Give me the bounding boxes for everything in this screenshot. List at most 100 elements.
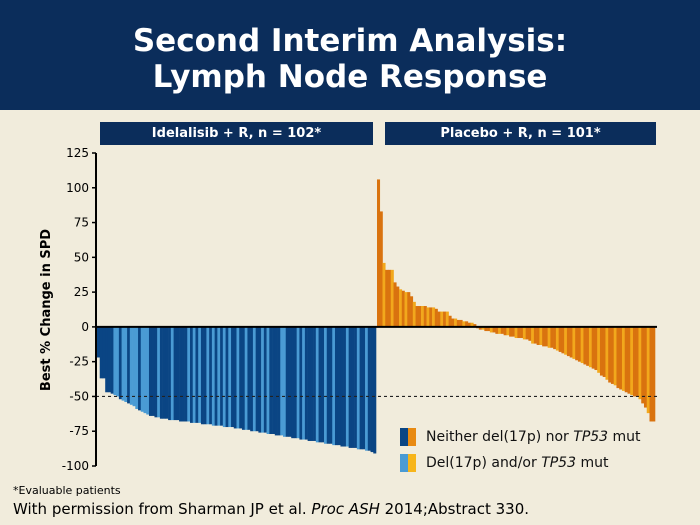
bar bbox=[382, 262, 386, 327]
bar bbox=[332, 326, 336, 446]
y-tick-label: 125 bbox=[66, 146, 89, 160]
bar bbox=[547, 326, 551, 348]
y-tick-label: 25 bbox=[74, 285, 89, 299]
bar bbox=[610, 326, 615, 384]
bar bbox=[484, 326, 488, 332]
bar bbox=[121, 326, 125, 401]
bar bbox=[288, 326, 292, 437]
bar bbox=[489, 326, 493, 333]
bar bbox=[649, 326, 653, 422]
bar bbox=[190, 326, 194, 423]
y-tick-label: 75 bbox=[74, 216, 89, 230]
bar bbox=[367, 326, 371, 451]
bar bbox=[569, 326, 573, 358]
bar bbox=[536, 326, 540, 345]
bar bbox=[304, 326, 308, 440]
bar bbox=[225, 326, 229, 428]
bar bbox=[580, 326, 584, 364]
bar bbox=[318, 326, 322, 443]
bar bbox=[261, 326, 265, 433]
bar bbox=[217, 326, 221, 426]
bar bbox=[561, 326, 565, 354]
bar bbox=[148, 326, 153, 416]
bar bbox=[399, 289, 403, 327]
bar bbox=[105, 326, 109, 393]
y-axis-label: Best % Change in SPD bbox=[39, 229, 54, 391]
bar bbox=[195, 326, 199, 423]
bar bbox=[107, 326, 111, 393]
bar bbox=[643, 326, 648, 408]
bar bbox=[456, 319, 460, 327]
bar bbox=[407, 292, 411, 327]
bar bbox=[154, 326, 158, 418]
bar bbox=[410, 296, 414, 327]
bar bbox=[492, 326, 496, 333]
bar bbox=[388, 269, 392, 327]
bar bbox=[129, 326, 133, 405]
citation-text: 2014;Abstract 330. bbox=[379, 500, 530, 518]
bar bbox=[356, 326, 360, 450]
bar bbox=[566, 326, 570, 357]
bar bbox=[572, 326, 576, 359]
bar bbox=[522, 326, 526, 340]
bar bbox=[302, 326, 306, 440]
bar bbox=[500, 326, 504, 334]
bar bbox=[313, 326, 317, 441]
bar bbox=[575, 326, 579, 361]
bar bbox=[110, 326, 114, 394]
bar bbox=[539, 326, 543, 345]
bar bbox=[448, 315, 452, 327]
y-tick-label: -25 bbox=[69, 355, 89, 369]
bar bbox=[252, 326, 256, 432]
bar bbox=[426, 307, 430, 327]
bar bbox=[165, 326, 169, 419]
bar bbox=[528, 326, 532, 341]
bar bbox=[143, 326, 147, 414]
legend-swatch-orange-dark bbox=[408, 428, 416, 446]
bar bbox=[531, 326, 535, 344]
footnote: *Evaluable patients bbox=[13, 484, 121, 497]
bar bbox=[250, 326, 254, 432]
bar bbox=[179, 326, 183, 422]
bar bbox=[599, 326, 604, 376]
bar bbox=[170, 326, 174, 421]
bar bbox=[555, 326, 559, 351]
title-line-2: Lymph Node Response bbox=[152, 59, 548, 95]
bar bbox=[608, 326, 612, 383]
bar bbox=[157, 326, 161, 418]
bar bbox=[646, 326, 650, 414]
bar bbox=[542, 326, 546, 347]
bar bbox=[627, 326, 631, 394]
bar bbox=[550, 326, 554, 348]
bar bbox=[583, 326, 587, 365]
bar bbox=[370, 326, 374, 453]
bar bbox=[359, 326, 363, 450]
bar bbox=[591, 326, 595, 369]
legend-item-neither: Neither del(17p) nor TP53 mut bbox=[400, 428, 641, 446]
bar bbox=[255, 326, 259, 432]
bar bbox=[641, 326, 645, 404]
bar bbox=[495, 326, 499, 334]
y-tick-label: -50 bbox=[69, 389, 89, 403]
bar bbox=[588, 326, 592, 368]
bar bbox=[274, 326, 278, 436]
bar bbox=[200, 326, 204, 425]
bar bbox=[343, 326, 347, 447]
bar bbox=[176, 326, 180, 421]
bar bbox=[203, 326, 207, 425]
bar bbox=[340, 326, 344, 447]
legend-swatch-blue-dark bbox=[400, 428, 408, 446]
bar bbox=[619, 326, 623, 390]
bar bbox=[652, 326, 656, 422]
bar bbox=[334, 326, 339, 446]
bar bbox=[602, 326, 606, 377]
bar bbox=[118, 326, 122, 400]
bar bbox=[285, 326, 289, 437]
bar bbox=[272, 326, 276, 435]
bar bbox=[362, 326, 366, 450]
bar bbox=[396, 286, 400, 327]
bar bbox=[514, 326, 518, 339]
bar bbox=[511, 326, 515, 337]
bar bbox=[525, 326, 529, 340]
bar bbox=[310, 326, 314, 441]
